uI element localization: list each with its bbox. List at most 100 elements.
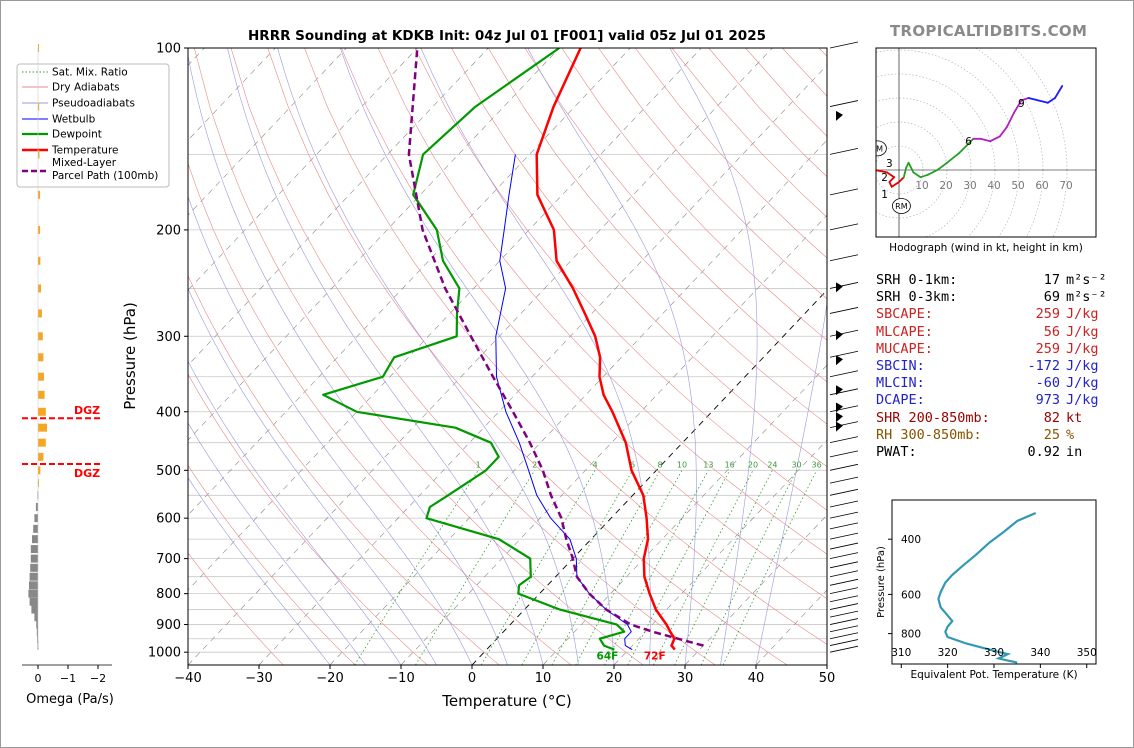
hodograph-height-label: 2 (881, 172, 888, 184)
thetae-frame (891, 499, 1097, 665)
wind-barb-icon (829, 223, 859, 231)
skewt-xlabel: Temperature (°C) (441, 692, 571, 710)
omega-bar (38, 44, 39, 52)
skewt-ylabel: Pressure (hPa) (121, 302, 139, 410)
param-value: 0.92 (1027, 443, 1060, 460)
mixing-ratio-label: 10 (677, 460, 687, 469)
omega-bar (38, 190, 41, 199)
hodograph-segment (1020, 97, 1030, 102)
omega-bar (32, 535, 38, 544)
legend-label: Dewpoint (52, 129, 102, 141)
wind-pennant-icon (836, 355, 843, 366)
isotherm-line (329, 139, 827, 665)
wind-barb-icon (829, 603, 859, 610)
thetae-y-tick-label: 600 (901, 589, 921, 601)
mixing-ratio-label: 16 (725, 460, 735, 469)
hodograph-ring-label: 40 (987, 180, 1000, 192)
param-label: SRH 0-3km: (876, 289, 958, 306)
omega-bar (38, 225, 41, 234)
omega-bar (30, 563, 38, 572)
wind-barb-icon (829, 578, 859, 586)
param-unit: m²s⁻² (1066, 289, 1107, 306)
y-tick-label: 1000 (148, 646, 181, 661)
x-tick-label: −40 (174, 671, 201, 686)
wind-barb-icon (829, 370, 859, 378)
dgz-label: DGZ (74, 467, 100, 480)
param-unit: % (1066, 426, 1075, 443)
isotherm-line (258, 64, 827, 665)
omega-bar (36, 620, 38, 629)
param-label: DCAPE: (876, 392, 925, 409)
dry-adiabat-line (194, 48, 644, 665)
wind-barb-icon (829, 188, 859, 196)
param-value: 17 (1043, 272, 1060, 288)
dry-adiabat-line (188, 552, 284, 665)
param-row: SBCIN: -172 J/kg (876, 358, 1107, 375)
omega-bar (38, 372, 44, 381)
hodograph-caption: Hodograph (wind in kt, height in km) (889, 242, 1083, 254)
omega-bar (38, 332, 43, 341)
hodograph-segment (1037, 99, 1049, 104)
param-unit: kt (1066, 409, 1083, 426)
mixing-ratio-line (415, 470, 535, 665)
hodograph-segment (926, 169, 939, 176)
y-tick-label: 900 (156, 618, 181, 633)
wind-barb-icon (829, 552, 859, 559)
omega-bar (31, 605, 38, 614)
param-value: 259 (1035, 340, 1060, 357)
hodograph-segment (967, 137, 975, 145)
param-unit: m²s⁻² (1066, 272, 1107, 288)
mixing-ratio-label: 36 (811, 460, 821, 469)
skewt-legend: Sat. Mix. Ratio Dry Adiabats Pseudoadiabat… (16, 63, 170, 188)
wind-barb-icon (829, 532, 859, 540)
skewt-chart: 1 2 4 6 8 10 13 16 20 24 30 36 64F 72F−40 −30 −20 −10 0 1… (121, 42, 859, 710)
x-tick-label: −10 (387, 671, 414, 686)
pseudoadiabat-line (227, 48, 544, 665)
pseudoadiabat-line (669, 48, 758, 665)
omega-panel: 0 −1 −2 DGZ DGZ Omega (Pa/s) (22, 44, 114, 707)
omega-tick-label: −2 (90, 672, 106, 685)
isotherm-line (188, 48, 418, 291)
pseudoadiabat-line (188, 422, 366, 665)
hodograph-segment (998, 125, 1008, 138)
omega-tick-label: −1 (60, 672, 76, 685)
mixing-ratio-line (521, 470, 633, 665)
mixing-ratio-line (354, 470, 479, 665)
x-tick-label: 30 (677, 671, 694, 686)
param-label: SHR 200-850mb: (876, 409, 990, 426)
thetae-x-tick-label: 350 (1077, 647, 1097, 659)
param-row: RH 300-850mb: 25% (876, 427, 1107, 444)
legend-label: Dry Adiabats (52, 82, 120, 94)
hodograph-segment (912, 171, 922, 179)
wind-barb-icon (829, 148, 859, 155)
pseudoadiabat-line (188, 195, 473, 665)
hodograph-segment (958, 142, 970, 155)
y-tick-label: 100 (156, 42, 181, 57)
param-unit: J/kg (1066, 323, 1099, 340)
omega-bar (34, 613, 38, 622)
hodograph-segment (876, 169, 888, 174)
thetae-ylabel: Pressure (hPa) (876, 546, 887, 618)
omega-bar (29, 572, 38, 581)
mixing-ratio-label: 2 (532, 460, 537, 469)
figure-title: HRRR Sounding at KDKB Init: 04z Jul 01 [… (248, 28, 766, 44)
param-value: 25 (1043, 426, 1060, 443)
omega-bar (30, 554, 38, 563)
wind-barb-icon (829, 405, 859, 413)
omega-tick-label: 0 (35, 672, 42, 685)
omega-bar (38, 309, 42, 318)
dry-adiabat-line (304, 48, 827, 645)
y-tick-label: 200 (156, 223, 181, 238)
param-label: SBCIN: (876, 357, 925, 374)
param-label: SBCAPE: (876, 306, 933, 323)
wind-pennant-icon (836, 421, 843, 432)
dry-adiabat-line (341, 48, 827, 600)
omega-bar (34, 514, 38, 523)
x-tick-label: 20 (606, 671, 623, 686)
hodograph-segment (888, 176, 896, 183)
omega-bar (38, 423, 47, 432)
hodograph-segment (902, 166, 908, 179)
thetae-x-tick-label: 320 (938, 647, 958, 659)
hodograph-segment (979, 137, 992, 143)
pseudoadiabat-line (340, 48, 615, 665)
